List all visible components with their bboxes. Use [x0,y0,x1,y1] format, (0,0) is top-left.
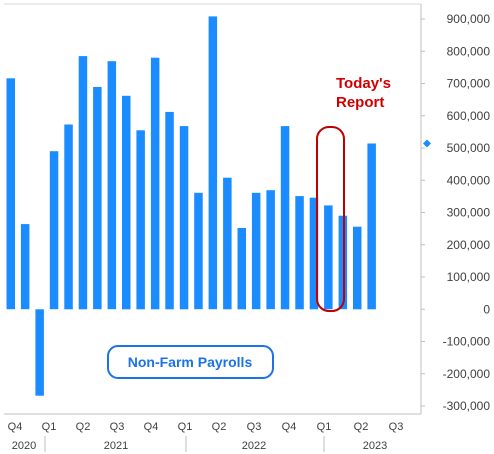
bar [107,61,117,310]
y-tick-label: 700,000 [447,77,491,91]
x-year-label: 2021 [104,440,128,452]
bar [6,78,15,310]
x-year-label: 2022 [242,440,266,452]
x-quarter-label: Q3 [247,421,262,433]
bar [251,192,261,310]
x-quarter-label: Q4 [8,421,23,433]
y-tick-label: 900,000 [447,12,491,26]
bar [266,190,275,310]
y-tick-label: 500,000 [447,141,491,155]
bar [194,192,203,310]
bar [367,143,376,310]
bar [49,151,59,310]
x-axis: Q4 Q1 Q2 Q3 Q4 Q1 Q2 Q3 Q4 Q1 Q2 Q3 2020 2021 2022 2023 [4,413,421,452]
bar [295,196,304,310]
bar [338,215,348,310]
bar [353,226,362,310]
x-year-label: 2023 [363,440,387,452]
y-tick-label: 0 [483,302,490,316]
highlight-oval [316,126,345,312]
bar [223,177,232,310]
x-quarter-label: Q3 [389,421,404,433]
legend-box [107,345,274,379]
y-tick-label: 400,000 [447,173,491,187]
legend-label: Non-Farm Payrolls [128,354,253,370]
bar [35,309,44,396]
annotation-line-1: Today's [336,75,391,92]
y-tick-label: -200,000 [443,367,491,381]
bar [136,130,145,310]
bar [93,87,102,310]
x-quarter-label: Q1 [178,421,193,433]
bar [208,16,218,310]
x-quarter-label: Q4 [282,421,297,433]
y-tick-label: 300,000 [447,206,491,220]
x-quarter-label: Q1 [42,421,57,433]
y-tick-label: 600,000 [447,109,491,123]
y-tick-label: 100,000 [447,270,491,284]
y-tick-label: -300,000 [443,399,491,413]
y-tick-label: -100,000 [443,335,491,349]
x-quarter-label: Q3 [110,421,125,433]
bar [324,205,333,310]
current-value-marker [423,139,431,148]
bar [20,224,30,310]
x-quarter-label: Q2 [354,421,369,433]
bar [165,111,174,310]
y-tick-label: 200,000 [447,238,491,252]
bar [64,124,73,310]
x-quarter-label: Q2 [76,421,91,433]
y-tick-label: 800,000 [447,44,491,58]
bar [78,56,88,310]
bar [122,95,131,310]
x-quarter-label: Q4 [144,421,159,433]
x-quarter-label: Q1 [317,421,332,433]
bars-group [6,16,376,396]
annotation-line-2: Report [336,94,384,111]
bar [179,126,189,310]
y-axis: 900,000 800,000 700,000 600,000 500,000 400,0… [421,12,490,413]
bar [150,57,160,310]
bar [237,228,246,310]
bar [280,126,290,310]
bar [309,197,319,310]
x-quarter-label: Q2 [212,421,227,433]
x-year-label: 2020 [12,440,36,452]
